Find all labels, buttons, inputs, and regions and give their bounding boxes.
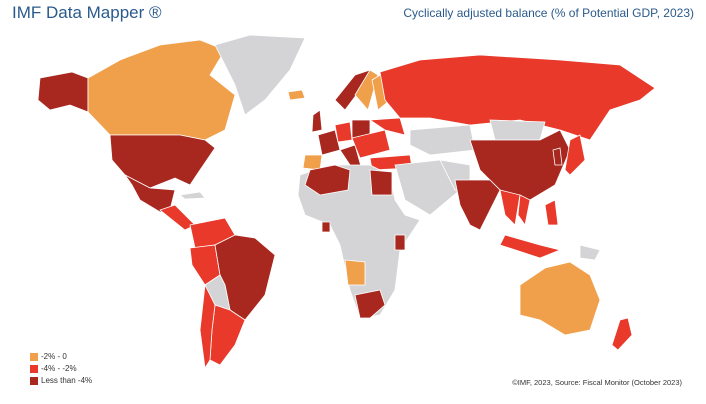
legend-swatch (30, 353, 38, 361)
country[interactable] (544, 199, 559, 226)
country[interactable] (394, 159, 461, 216)
country[interactable] (394, 234, 406, 251)
country[interactable] (311, 109, 323, 133)
country[interactable] (87, 39, 236, 141)
country[interactable] (109, 134, 216, 189)
country[interactable] (287, 89, 306, 101)
title: IMF Data Mapper ® (12, 3, 162, 22)
country[interactable] (499, 234, 562, 259)
country[interactable] (179, 191, 206, 200)
country[interactable] (334, 121, 353, 143)
country[interactable] (454, 179, 501, 231)
country[interactable] (611, 317, 633, 351)
country[interactable] (302, 154, 323, 171)
country[interactable] (579, 244, 601, 261)
country[interactable] (321, 221, 331, 233)
country[interactable] (409, 124, 476, 156)
country[interactable] (159, 204, 196, 231)
country[interactable] (489, 119, 546, 141)
country[interactable] (351, 129, 391, 159)
country[interactable] (552, 147, 563, 166)
country[interactable] (379, 54, 656, 141)
country[interactable] (344, 259, 366, 286)
legend-swatch (30, 365, 38, 373)
country[interactable] (37, 71, 89, 113)
country[interactable] (199, 283, 216, 370)
country[interactable] (368, 117, 406, 136)
legend-swatch (30, 377, 38, 385)
country[interactable] (517, 194, 531, 226)
country[interactable] (369, 169, 393, 196)
legend-label: -2% - 0 (41, 352, 67, 361)
country[interactable] (354, 289, 386, 319)
country[interactable] (304, 164, 351, 196)
source: ©IMF, 2023, Source: Fiscal Monitor (Octo… (512, 378, 682, 387)
country[interactable] (499, 189, 521, 226)
legend: -2% - 0 -4% - -2% Less than -4% (30, 352, 92, 385)
country[interactable] (564, 134, 586, 176)
legend-label: -4% - -2% (41, 364, 77, 373)
world-map (37, 34, 656, 370)
country[interactable] (214, 34, 306, 116)
country[interactable] (519, 261, 601, 336)
legend-label: Less than -4% (41, 376, 92, 385)
subtitle: Cyclically adjusted balance (% of Potent… (403, 6, 694, 20)
